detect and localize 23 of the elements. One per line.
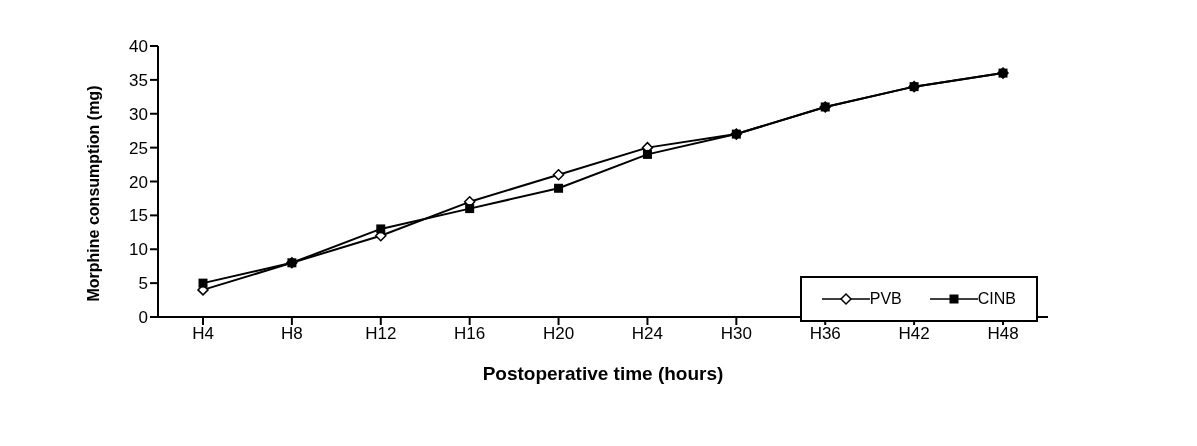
y-tick-label: 15 bbox=[129, 206, 148, 226]
y-tick-label: 10 bbox=[129, 240, 148, 260]
y-axis-title: Morphine consumption (mg) bbox=[84, 85, 102, 302]
x-axis-title: Postoperative time (hours) bbox=[482, 363, 724, 384]
x-tick-label: H48 bbox=[987, 324, 1019, 344]
y-tick-label: 40 bbox=[129, 37, 148, 57]
x-tick-label: H8 bbox=[281, 324, 303, 344]
x-tick-label: H16 bbox=[454, 324, 486, 344]
y-tick-label: 30 bbox=[129, 104, 148, 124]
x-tick-label: H20 bbox=[542, 324, 575, 344]
x-tick-label: H12 bbox=[365, 324, 397, 344]
y-tick-label: 0 bbox=[138, 308, 148, 328]
x-tick-label: H24 bbox=[631, 324, 664, 344]
y-tick-label: 35 bbox=[129, 70, 148, 90]
x-tick-label: H4 bbox=[192, 324, 214, 344]
y-tick-label: 20 bbox=[129, 172, 148, 192]
x-tick-label: H36 bbox=[809, 324, 841, 344]
legend-label: CINB bbox=[977, 290, 1016, 308]
x-tick-label: H30 bbox=[720, 324, 752, 344]
y-tick-label: 5 bbox=[138, 274, 148, 294]
x-tick-label: H42 bbox=[898, 324, 930, 344]
legend-label: PVB bbox=[869, 290, 902, 308]
y-tick-label: 25 bbox=[129, 138, 148, 158]
